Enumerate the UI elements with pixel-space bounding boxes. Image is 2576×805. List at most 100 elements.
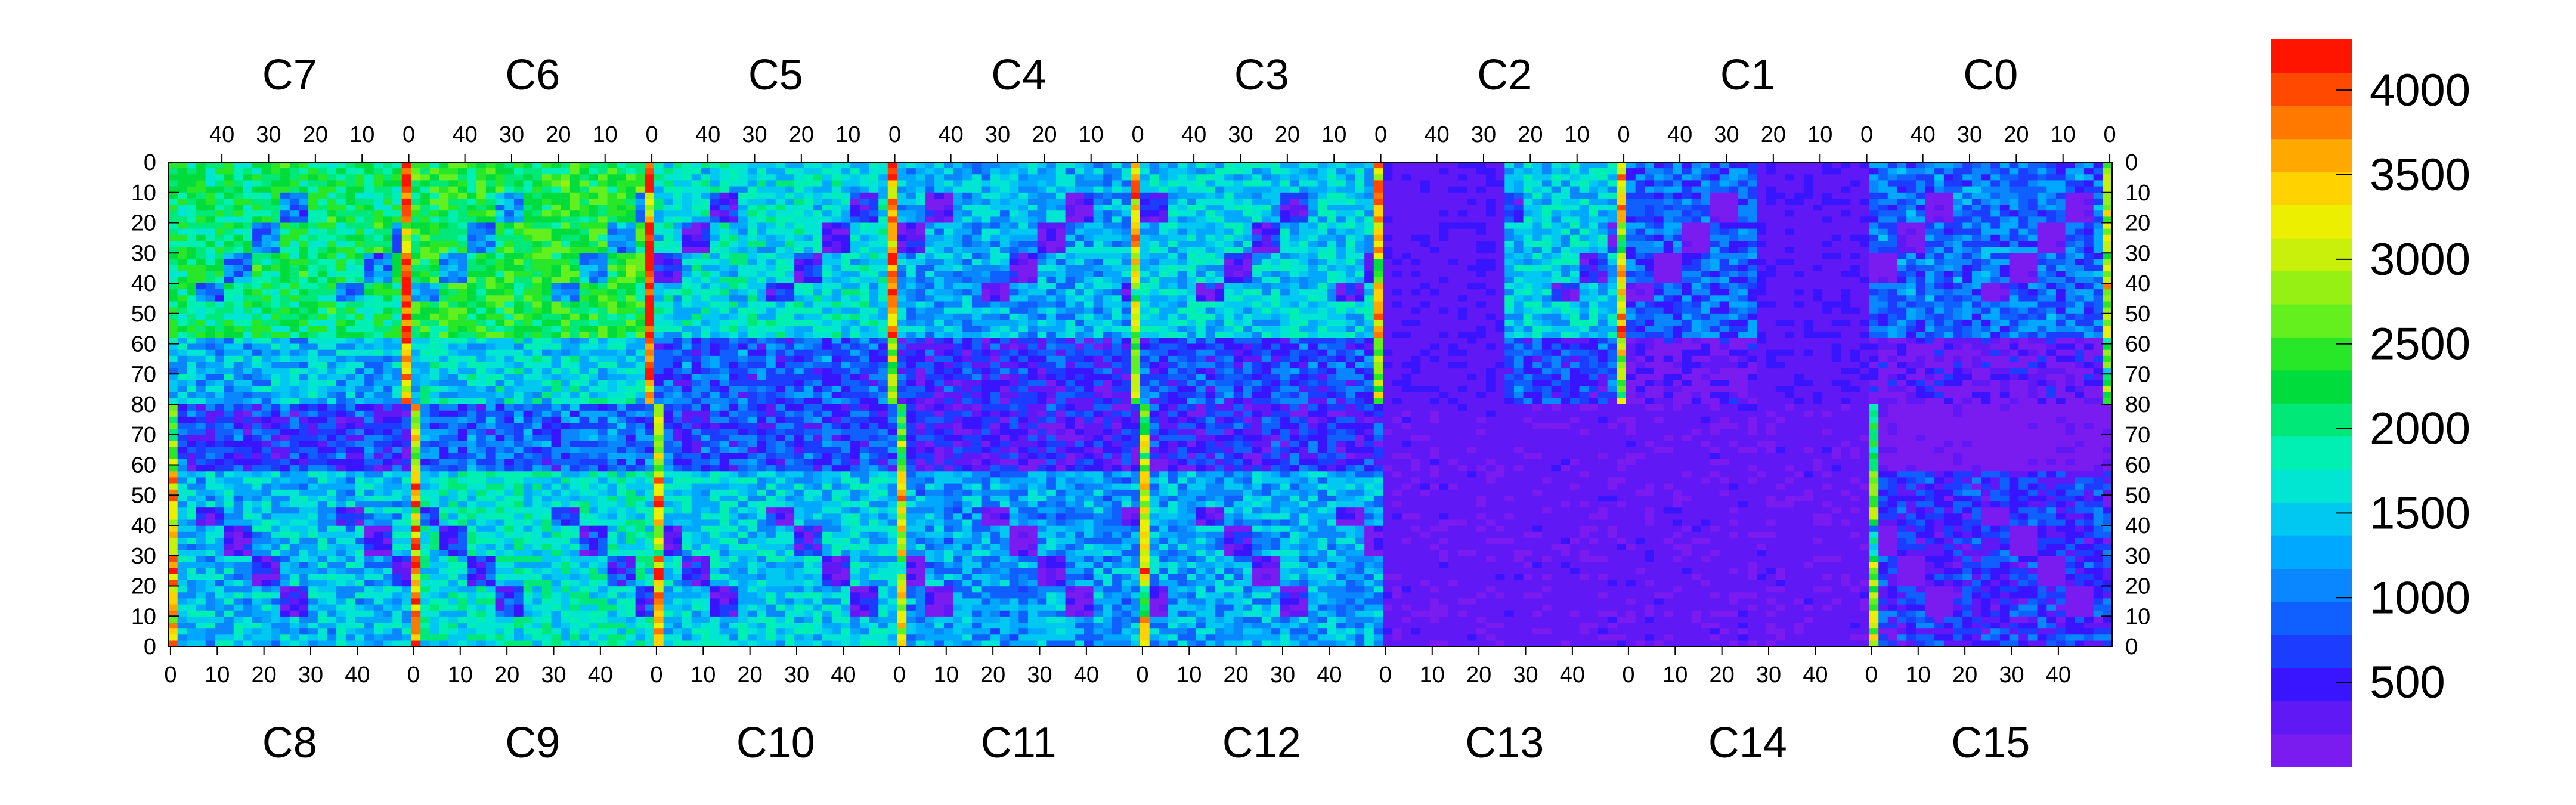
heatmap-cell (383, 597, 393, 605)
heatmap-cell (299, 447, 309, 453)
heatmap-cell (243, 355, 253, 363)
heatmap-cell (457, 277, 468, 284)
heatmap-cell (589, 277, 599, 284)
heatmap-cell (513, 501, 524, 508)
heatmap-cell (457, 228, 468, 236)
heatmap-cell (775, 289, 786, 296)
heatmap-cell (271, 162, 281, 169)
heatmap-cell (243, 428, 253, 435)
heatmap-cell (205, 332, 215, 338)
heatmap-cell (243, 476, 253, 484)
heatmap-cell (589, 326, 599, 332)
heatmap-cell (383, 519, 393, 526)
heatmap-cell (598, 580, 608, 587)
heatmap-cell (541, 416, 552, 423)
heatmap-cell (364, 519, 374, 526)
heatmap-cell (541, 568, 552, 574)
heatmap-cell (308, 295, 318, 302)
heatmap-cell (373, 580, 384, 587)
heatmap-cell (645, 404, 655, 411)
heatmap-cell (271, 319, 281, 326)
heatmap-cell (448, 537, 459, 544)
heatmap-cell (785, 222, 795, 230)
heatmap-cell (504, 362, 515, 369)
heatmap-cell (738, 271, 748, 278)
heatmap-cell (467, 277, 477, 284)
heatmap-cell (626, 495, 636, 502)
heatmap-cell (177, 380, 187, 387)
heatmap-cell (541, 343, 552, 351)
heatmap-cell (794, 259, 804, 266)
heatmap-cell (448, 574, 459, 580)
heatmap-cell (663, 216, 673, 224)
heatmap-cell (729, 192, 739, 199)
heatmap-cell (607, 507, 617, 514)
heatmap-cell (476, 580, 487, 587)
heatmap-cell (645, 307, 655, 314)
heatmap-cell (383, 489, 393, 496)
heatmap-cell (233, 247, 243, 253)
heatmap-cell (392, 283, 402, 290)
heatmap-cell (308, 568, 318, 574)
heatmap-cell (513, 313, 524, 320)
heatmap-cell (710, 277, 720, 284)
heatmap-cell (663, 210, 673, 217)
heatmap-cell (429, 483, 440, 490)
heatmap-cell (243, 168, 253, 175)
heatmap-cell (691, 259, 701, 266)
heatmap-cell (691, 349, 701, 357)
heatmap-cell (682, 180, 692, 187)
heatmap-cell (485, 168, 496, 175)
heatmap-cell (355, 416, 365, 423)
heatmap-cell (420, 386, 431, 393)
heatmap-cell (420, 531, 431, 538)
heatmap-cell (299, 349, 309, 357)
heatmap-cell (196, 241, 206, 247)
heatmap-cell (495, 428, 505, 435)
heatmap-cell (392, 525, 402, 532)
heatmap-cell (233, 253, 243, 260)
heatmap-cell (392, 319, 402, 326)
heatmap-cell (561, 580, 571, 587)
heatmap-cell (345, 277, 356, 284)
heatmap-cell (457, 398, 468, 405)
heatmap-cell (215, 301, 225, 308)
heatmap-cell (308, 507, 318, 514)
heatmap-cell (532, 380, 543, 387)
heatmap-cell (495, 234, 505, 242)
heatmap-cell (224, 313, 234, 320)
heatmap-cell (439, 561, 449, 568)
heatmap-cell (196, 592, 206, 599)
heatmap-cell (364, 501, 374, 508)
heatmap-cell (336, 592, 346, 599)
heatmap-cell (429, 168, 440, 175)
heatmap-cell (617, 555, 627, 562)
heatmap-cell (738, 349, 748, 357)
heatmap-cell (645, 198, 655, 205)
heatmap-cell (785, 174, 795, 181)
heatmap-cell (654, 241, 664, 247)
heatmap-cell (364, 428, 374, 435)
heatmap-cell (364, 610, 374, 617)
heatmap-cell (626, 634, 636, 641)
heatmap-cell (513, 440, 524, 447)
heatmap-cell (598, 555, 608, 562)
heatmap-cell (541, 586, 552, 593)
heatmap-cell (448, 271, 459, 278)
heatmap-cell (569, 495, 580, 502)
heatmap-cell (373, 253, 384, 260)
heatmap-cell (299, 192, 309, 199)
heatmap-cell (766, 349, 776, 357)
heatmap-cell (663, 380, 673, 387)
heatmap-cell (364, 580, 374, 587)
heatmap-cell (467, 222, 477, 230)
heatmap-cell (336, 428, 346, 435)
heatmap-cell (355, 313, 365, 320)
heatmap-cell (280, 476, 290, 484)
heatmap-cell (663, 241, 673, 247)
heatmap-cell (607, 501, 617, 508)
heatmap-cell (495, 392, 505, 399)
heatmap-cell (355, 301, 365, 308)
heatmap-cell (187, 265, 197, 272)
heatmap-cell (504, 561, 515, 568)
